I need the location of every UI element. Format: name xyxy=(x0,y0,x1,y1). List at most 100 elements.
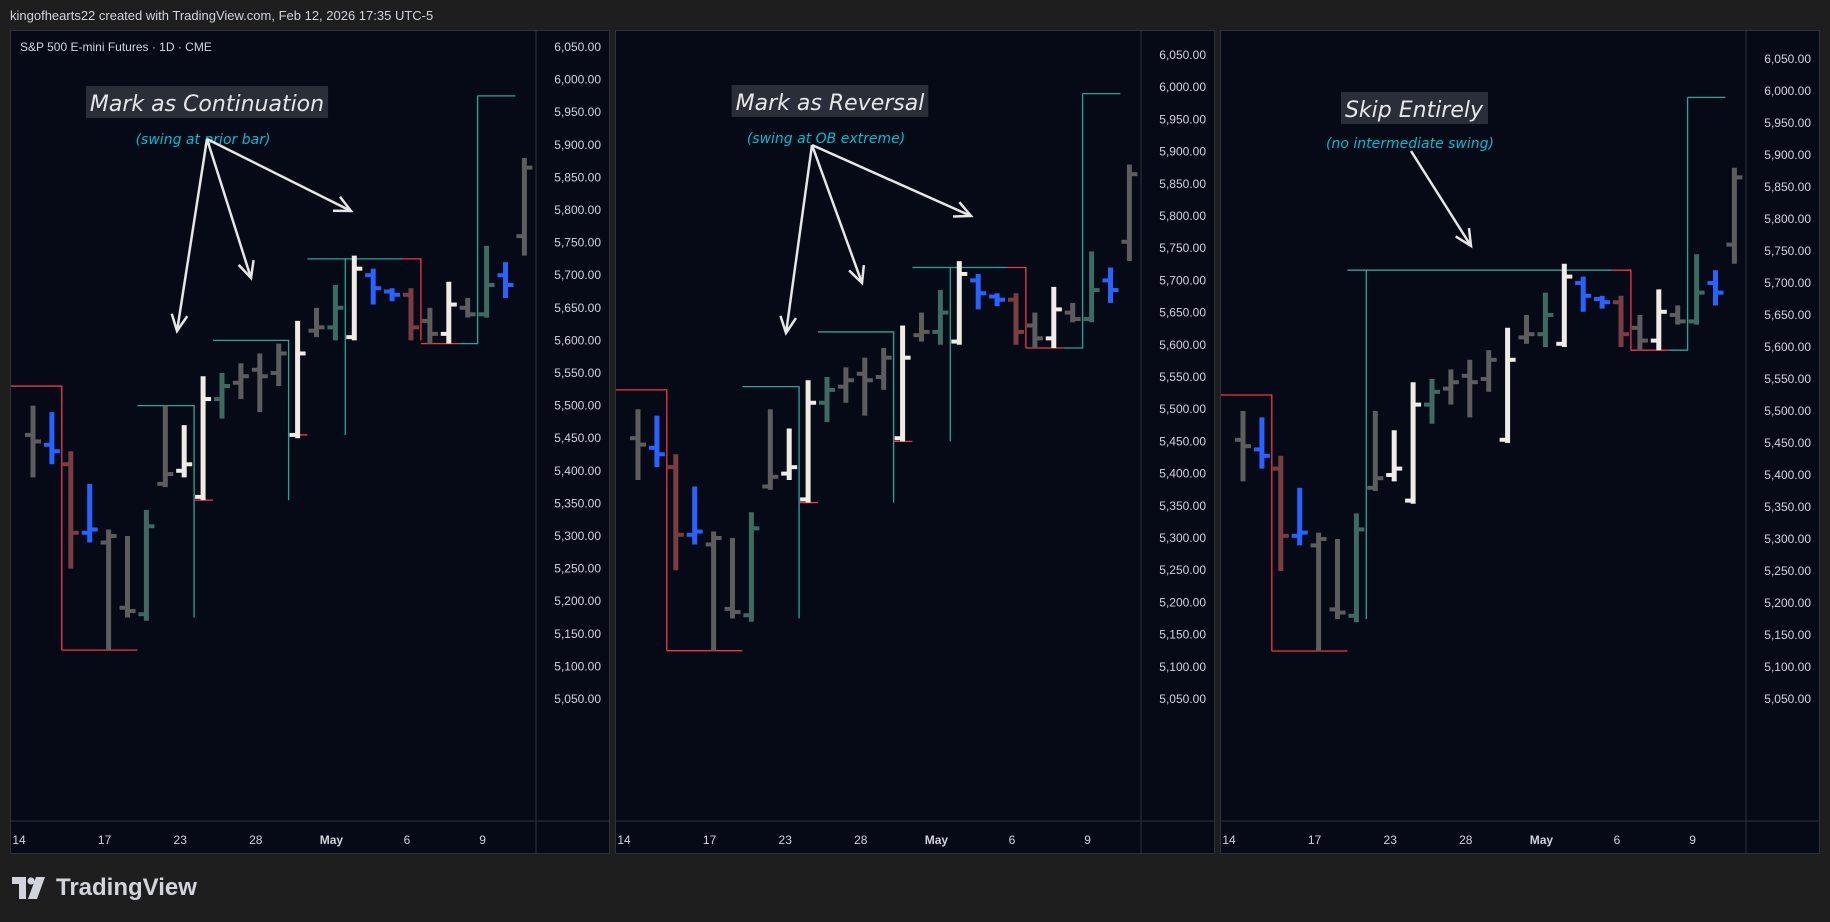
x-tick-label: May xyxy=(320,833,344,847)
bullish-ob-line xyxy=(307,258,346,435)
x-tick-label: May xyxy=(1530,833,1554,847)
annotation-subnote: (swing at prior bar) xyxy=(136,132,271,148)
chart-panel-skip[interactable]: 6,050.00 6,000.00 5,950.00 5,900.00 5,850.00… xyxy=(1220,30,1820,854)
y-tick-label: 5,750.00 xyxy=(554,236,601,250)
bearish-ob-line xyxy=(11,385,63,651)
x-tick-label: 14 xyxy=(1222,833,1236,847)
arrow-shaft xyxy=(175,138,209,332)
y-tick-label: 5,950.00 xyxy=(554,105,601,119)
y-tick-label: 5,400.00 xyxy=(554,464,601,478)
x-tick-label: 6 xyxy=(1009,833,1016,847)
annotation-label-bg xyxy=(1340,92,1489,124)
bullish-ob-line xyxy=(213,339,290,501)
y-tick-label: 5,300.00 xyxy=(554,529,601,543)
y-tick-label: 5,400.00 xyxy=(1764,468,1811,482)
y-tick-label: 5,600.00 xyxy=(1159,338,1206,352)
x-tick-label: 23 xyxy=(779,833,793,847)
y-tick-label: 5,350.00 xyxy=(554,496,601,510)
y-tick-label: 5,950.00 xyxy=(1764,116,1811,130)
x-tick-label: 28 xyxy=(854,833,868,847)
bearish-ob-line xyxy=(1612,269,1632,351)
arrow-shaft xyxy=(810,144,864,284)
y-tick-label: 5,750.00 xyxy=(1764,244,1811,258)
y-tick-label: 5,550.00 xyxy=(1764,372,1811,386)
y-tick-label: 5,850.00 xyxy=(1159,177,1206,191)
y-tick-label: 5,800.00 xyxy=(1159,209,1206,223)
chart-panel-continuation[interactable]: 6,050.00 6,000.00 5,950.00 5,900.00 5,850.00… xyxy=(10,30,610,854)
y-tick-label: 5,700.00 xyxy=(1159,273,1206,287)
y-tick-label: 5,100.00 xyxy=(1764,660,1811,674)
y-tick-label: 5,700.00 xyxy=(1764,276,1811,290)
y-tick-label: 5,750.00 xyxy=(1159,241,1206,255)
y-tick-label: 5,100.00 xyxy=(554,659,601,673)
y-tick-label: 5,350.00 xyxy=(1159,499,1206,513)
x-tick-label: 23 xyxy=(174,833,188,847)
chart-svg[interactable]: 6,050.00 6,000.00 5,950.00 5,900.00 5,850.00… xyxy=(616,31,1215,854)
y-tick-label: 5,600.00 xyxy=(554,333,601,347)
chart-svg[interactable]: 6,050.00 6,000.00 5,950.00 5,900.00 5,850.00… xyxy=(11,31,610,854)
bullish-ob-line xyxy=(1668,97,1689,351)
y-tick-label: 5,250.00 xyxy=(1159,563,1206,577)
arrow-shaft xyxy=(811,143,972,218)
y-tick-label: 5,450.00 xyxy=(554,431,601,445)
annotation-label-bg xyxy=(731,85,929,117)
arrow-head-icon xyxy=(1455,227,1473,249)
y-tick-label: 5,050.00 xyxy=(1159,692,1206,706)
x-tick-label: 6 xyxy=(1614,833,1621,847)
x-tick-label: 14 xyxy=(617,833,631,847)
y-tick-label: 5,150.00 xyxy=(1764,628,1811,642)
x-tick-label: 9 xyxy=(1084,833,1091,847)
x-tick-label: 14 xyxy=(12,833,26,847)
x-tick-label: May xyxy=(925,833,949,847)
arrow-shaft xyxy=(205,138,253,279)
y-tick-label: 5,300.00 xyxy=(1159,531,1206,545)
y-tick-label: 5,700.00 xyxy=(554,268,601,282)
x-tick-label: 28 xyxy=(249,833,263,847)
bullish-ob-line xyxy=(458,95,479,345)
x-tick-label: 9 xyxy=(1689,833,1696,847)
y-tick-label: 6,000.00 xyxy=(1764,84,1811,98)
chart-panel-reversal[interactable]: 6,050.00 6,000.00 5,950.00 5,900.00 5,850.00… xyxy=(615,30,1215,854)
y-tick-label: 5,900.00 xyxy=(1159,145,1206,159)
x-tick-label: 17 xyxy=(1308,833,1322,847)
y-tick-label: 5,150.00 xyxy=(1159,628,1206,642)
arrow-shaft xyxy=(206,137,352,213)
y-tick-label: 6,050.00 xyxy=(1764,52,1811,66)
arrow-head-icon xyxy=(848,264,866,286)
bullish-ob-line xyxy=(742,386,800,619)
y-tick-label: 5,650.00 xyxy=(1159,306,1206,320)
y-tick-label: 5,200.00 xyxy=(554,594,601,608)
y-tick-label: 5,100.00 xyxy=(1159,660,1206,674)
bearish-ob-line xyxy=(616,389,668,651)
y-tick-label: 5,350.00 xyxy=(1764,500,1811,514)
annotation-label: Skip Entirely xyxy=(1345,98,1484,123)
y-tick-label: 5,150.00 xyxy=(554,627,601,641)
y-tick-label: 5,800.00 xyxy=(1764,212,1811,226)
y-tick-label: 5,550.00 xyxy=(554,366,601,380)
y-tick-label: 6,050.00 xyxy=(554,40,601,54)
y-tick-label: 5,800.00 xyxy=(554,203,601,217)
tradingview-logo[interactable]: TradingView xyxy=(12,874,197,902)
annotation-subnote: (no intermediate swing) xyxy=(1326,136,1494,152)
y-tick-label: 5,550.00 xyxy=(1159,370,1206,384)
arrow-head-icon xyxy=(779,315,798,336)
chart-header: kingofhearts22 created with TradingView.… xyxy=(10,8,434,23)
symbol-title: S&P 500 E-mini Futures · 1D · CME xyxy=(20,40,212,54)
y-tick-label: 5,850.00 xyxy=(554,170,601,184)
x-tick-label: 17 xyxy=(98,833,112,847)
chart-svg[interactable]: 6,050.00 6,000.00 5,950.00 5,900.00 5,850.00… xyxy=(1221,31,1820,854)
bullish-ob-line xyxy=(1063,93,1084,349)
y-tick-label: 5,050.00 xyxy=(554,692,601,706)
y-tick-label: 5,450.00 xyxy=(1764,436,1811,450)
arrow-head-icon xyxy=(237,260,255,281)
annotation-label: Mark as Continuation xyxy=(90,92,324,117)
y-tick-label: 5,500.00 xyxy=(1159,402,1206,416)
y-tick-label: 5,650.00 xyxy=(1764,308,1811,322)
x-tick-label: 9 xyxy=(479,833,486,847)
arrow-head-icon xyxy=(952,201,974,218)
y-tick-label: 5,900.00 xyxy=(1764,148,1811,162)
y-tick-label: 6,050.00 xyxy=(1159,48,1206,62)
annotation-label-bg xyxy=(85,86,329,118)
bullish-ob-line xyxy=(818,331,895,503)
tradingview-wordmark: TradingView xyxy=(56,874,197,901)
